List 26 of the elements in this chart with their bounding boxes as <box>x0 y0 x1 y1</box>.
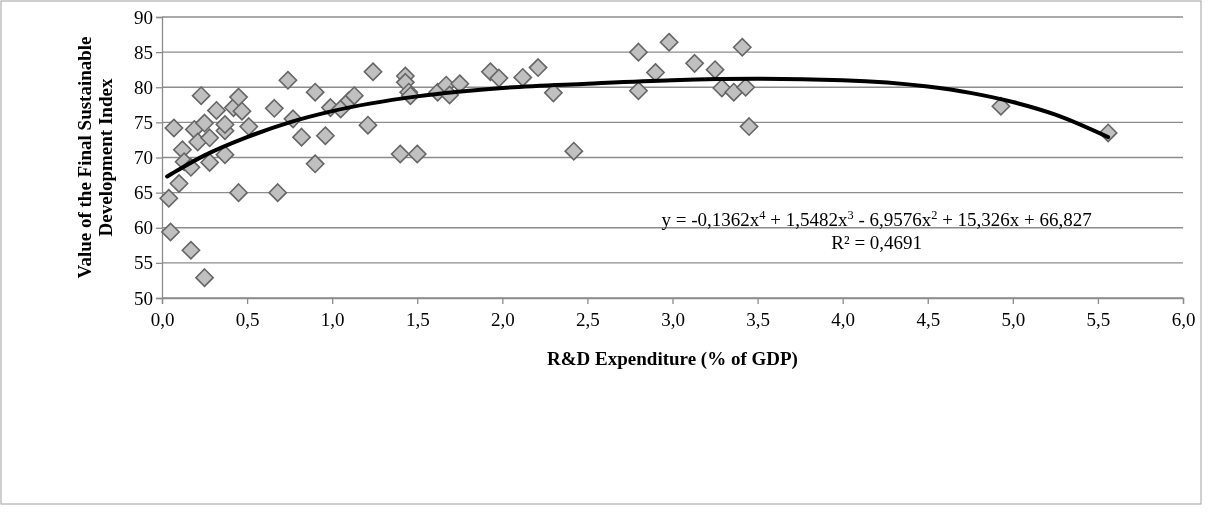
x-tick-label: 6,0 <box>1171 309 1196 330</box>
annotation: y = -0,1362x$^{4}$ + 1,5482x$^{3}$ - 6,9576x$^{2}$ + 15,326x + 66,827 <box>661 208 1092 231</box>
y-tick-label: 60 <box>134 217 153 239</box>
x-tick-label: 0,5 <box>235 309 260 330</box>
x-tick-label: 2,5 <box>576 309 600 330</box>
x-tick-label: 5,0 <box>1001 309 1026 330</box>
annotation: R² = 0,4691 <box>831 232 923 254</box>
y-tick-label: 55 <box>134 252 153 274</box>
x-tick-label: 0,0 <box>150 309 175 330</box>
x-tick-label: 3,0 <box>661 309 685 330</box>
y-tick-label: 70 <box>134 147 153 169</box>
y-tick-label: 50 <box>134 287 153 309</box>
x-axis-title: R&D Expenditure (% of GDP) <box>547 348 798 370</box>
y-tick-label: 85 <box>134 41 153 63</box>
y-tick-label: 80 <box>134 76 153 98</box>
x-tick-label: 4,0 <box>831 309 856 330</box>
y-tick-label: 75 <box>134 111 153 133</box>
x-tick-label: 3,5 <box>746 309 770 330</box>
x-tick-label: 4,5 <box>916 309 941 330</box>
y-axis-title: Value of the Final Sustainable Development Index <box>73 36 117 279</box>
y-tick-label: 90 <box>134 6 153 28</box>
x-tick-label: 1,0 <box>320 309 345 330</box>
x-tick-label: 5,5 <box>1086 309 1111 330</box>
x-tick-label: 1,5 <box>405 309 430 330</box>
y-tick-label: 65 <box>134 182 153 204</box>
x-tick-label: 2,0 <box>490 309 515 330</box>
